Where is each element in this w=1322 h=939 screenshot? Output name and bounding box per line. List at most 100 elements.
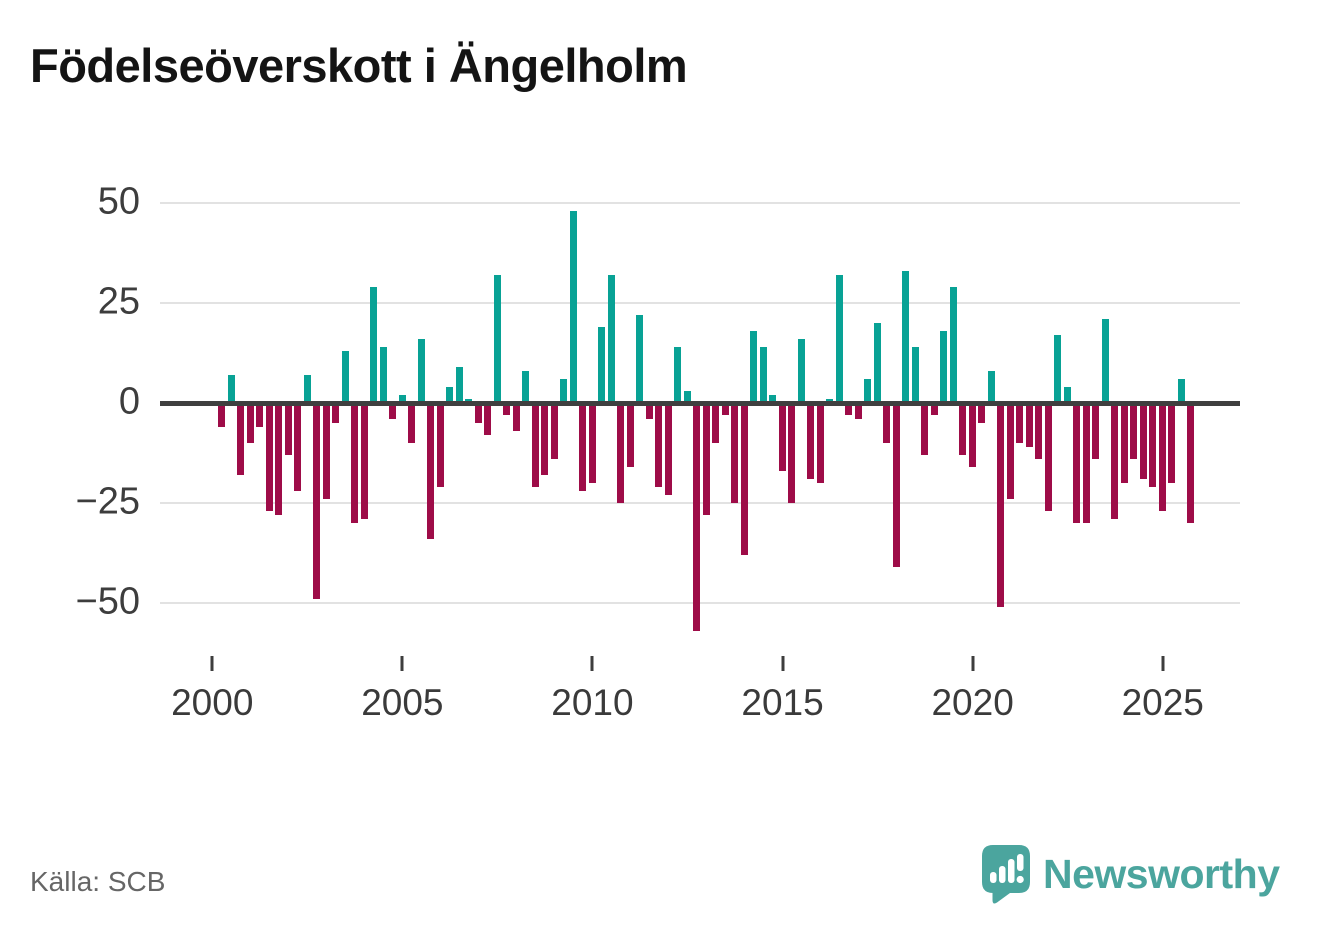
bar-2018Q3	[911, 347, 919, 403]
bar-2011Q1	[626, 403, 634, 467]
bar-slot-2006Q1	[436, 190, 446, 650]
bar-slot-2003Q4	[350, 190, 360, 650]
bar-slot-2019Q1	[930, 190, 940, 650]
bar-2009Q3	[569, 211, 577, 403]
bar-slot-2016Q1	[816, 190, 826, 650]
bar-2023Q2	[1092, 403, 1100, 459]
bar-slot-2012Q3	[683, 190, 693, 650]
bar-slot-2007Q4	[502, 190, 512, 650]
bar-slot-2007Q1	[474, 190, 484, 650]
bar-2012Q3	[683, 391, 691, 403]
bar-slot-2017Q1	[854, 190, 864, 650]
bar-slot-2019Q2	[939, 190, 949, 650]
x-tick-label: 2000	[171, 682, 254, 723]
bar-2022Q2	[1054, 335, 1062, 403]
bar-2009Q1	[550, 403, 558, 459]
bar-2014Q3	[759, 347, 767, 403]
bar-2023Q4	[1111, 403, 1119, 519]
bar-slot-2011Q2	[635, 190, 645, 650]
bar-slot-2012Q1	[664, 190, 674, 650]
bar-2017Q3	[873, 323, 881, 403]
bar-2008Q1	[512, 403, 520, 431]
y-tick-label: 50	[97, 180, 140, 223]
bar-2007Q2	[484, 403, 492, 435]
bar-slot-2019Q3	[949, 190, 959, 650]
bar-2019Q3	[949, 287, 957, 403]
bar-2015Q3	[797, 339, 805, 403]
bar-slot-2022Q2	[1053, 190, 1063, 650]
x-tick-label: 2015	[741, 682, 824, 723]
bar-slot-2003Q2	[331, 190, 341, 650]
plot-area	[160, 190, 1240, 650]
bar-2013Q1	[702, 403, 710, 515]
bar-slot-2009Q3	[569, 190, 579, 650]
x-tick-mark	[781, 656, 785, 671]
bar-slot-2000Q3	[227, 190, 237, 650]
bar-2021Q1	[1006, 403, 1014, 499]
bar-2017Q2	[864, 379, 872, 403]
bar-slot-2024Q1	[1120, 190, 1130, 650]
bar-2019Q1	[930, 403, 938, 415]
bar-slot-2015Q3	[797, 190, 807, 650]
bar-slot-2013Q1	[702, 190, 712, 650]
newsworthy-logo-icon	[982, 845, 1030, 904]
bar-slot-2004Q1	[360, 190, 370, 650]
bar-slot-2004Q2	[369, 190, 379, 650]
bar-2022Q1	[1044, 403, 1052, 511]
bar-slot-2010Q3	[607, 190, 617, 650]
bar-2021Q4	[1035, 403, 1043, 459]
bar-2000Q3	[227, 375, 235, 403]
bar-slot-2002Q2	[293, 190, 303, 650]
bar-2024Q4	[1149, 403, 1157, 487]
bar-2005Q3	[417, 339, 425, 403]
x-tick-mark	[971, 656, 975, 671]
bar-slot-2002Q3	[303, 190, 313, 650]
bar-2000Q2	[218, 403, 226, 427]
bar-slot-2008Q4	[540, 190, 550, 650]
x-tick-mark	[210, 656, 214, 671]
bar-2025Q4	[1187, 403, 1195, 523]
bar-2013Q3	[721, 403, 729, 415]
bar-2002Q1	[284, 403, 292, 455]
bar-2015Q2	[788, 403, 796, 503]
bar-2024Q3	[1139, 403, 1147, 479]
bar-slot-2013Q2	[711, 190, 721, 650]
bar-2007Q1	[474, 403, 482, 423]
bar-slot-2004Q4	[388, 190, 398, 650]
bar-2003Q3	[341, 351, 349, 403]
bar-2014Q2	[750, 331, 758, 403]
x-tick-label: 2010	[551, 682, 634, 723]
bar-2010Q1	[588, 403, 596, 483]
bar-slot-2022Q4	[1072, 190, 1082, 650]
bar-2015Q4	[807, 403, 815, 479]
bar-2005Q2	[408, 403, 416, 443]
bar-2009Q2	[560, 379, 568, 403]
bar-2002Q2	[294, 403, 302, 491]
bar-slot-2023Q1	[1082, 190, 1092, 650]
bar-slot-2006Q3	[455, 190, 465, 650]
bar-slot-2012Q2	[673, 190, 683, 650]
bar-2003Q1	[322, 403, 330, 499]
x-tick-mark	[400, 656, 404, 671]
bar-2003Q4	[351, 403, 359, 523]
bar-2025Q1	[1158, 403, 1166, 511]
bar-series	[217, 190, 1196, 650]
bar-2012Q1	[664, 403, 672, 495]
bar-slot-2005Q3	[417, 190, 427, 650]
x-tick-mark	[1161, 656, 1165, 671]
bar-2015Q1	[778, 403, 786, 471]
bar-slot-2014Q3	[759, 190, 769, 650]
bar-slot-2005Q4	[426, 190, 436, 650]
bar-2006Q2	[446, 387, 454, 403]
bar-slot-2017Q4	[882, 190, 892, 650]
bar-slot-2025Q4	[1186, 190, 1196, 650]
bar-slot-2022Q3	[1063, 190, 1073, 650]
bar-slot-2007Q3	[493, 190, 503, 650]
bar-2012Q4	[693, 403, 701, 631]
bar-slot-2008Q2	[521, 190, 531, 650]
bar-2017Q4	[883, 403, 891, 443]
bar-2006Q1	[436, 403, 444, 487]
bar-2024Q2	[1130, 403, 1138, 459]
newsworthy-logo: Newsworthy	[982, 845, 1280, 904]
